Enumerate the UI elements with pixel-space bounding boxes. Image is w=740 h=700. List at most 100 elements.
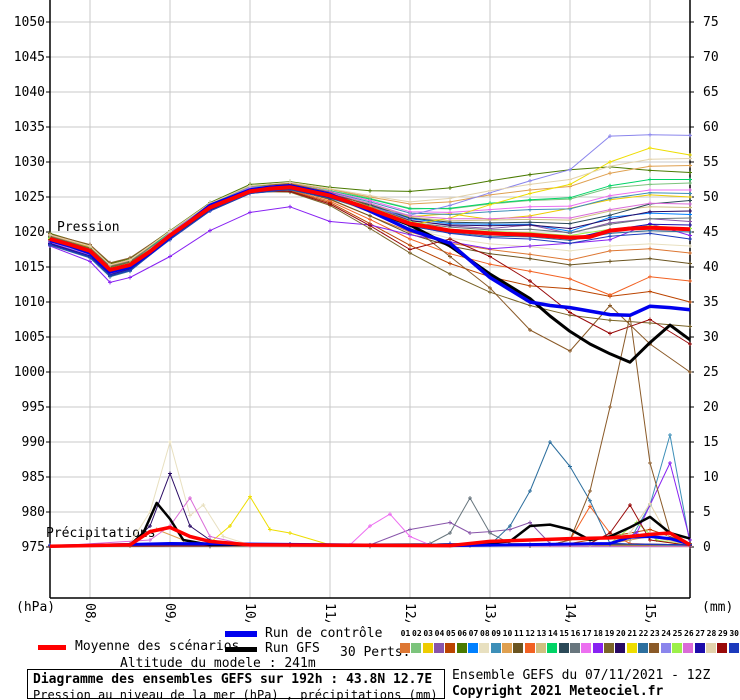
svg-text:11/11: 11/11 xyxy=(322,603,337,622)
chart-title-box: Diagramme des ensembles GEFS sur 192h : … xyxy=(27,669,445,700)
pert-swatch xyxy=(683,643,694,653)
pert-number: 12 xyxy=(525,629,535,638)
pert-number: 20 xyxy=(616,629,626,638)
pert-swatch xyxy=(626,643,637,653)
pert-swatch xyxy=(479,643,490,653)
pert-number: 21 xyxy=(627,629,637,638)
svg-text:1045: 1045 xyxy=(14,50,45,65)
pert-swatch xyxy=(660,643,671,653)
perturbations-count-label: 30 Perts. xyxy=(340,645,411,660)
pert-swatch xyxy=(524,643,535,653)
pert-swatch xyxy=(456,643,467,653)
svg-text:995: 995 xyxy=(22,400,45,415)
pert-swatch xyxy=(570,643,580,653)
model-altitude-label: Altitude du modele : 241m xyxy=(120,656,316,671)
pert-number: 29 xyxy=(718,629,728,638)
svg-text:35: 35 xyxy=(703,295,719,310)
pert-number: 01 xyxy=(400,629,411,638)
svg-text:1035: 1035 xyxy=(14,120,45,135)
svg-text:1030: 1030 xyxy=(14,155,45,170)
pert-number: 09 xyxy=(491,629,501,638)
pert-swatch xyxy=(411,643,422,653)
pert-swatch xyxy=(490,643,501,653)
svg-text:980: 980 xyxy=(22,505,45,520)
pert-swatch xyxy=(581,643,592,653)
mean-legend-swatch xyxy=(38,645,66,650)
chart-title: Diagramme des ensembles GEFS sur 192h : … xyxy=(33,672,433,687)
svg-text:09/11: 09/11 xyxy=(162,603,177,622)
pert-number: 18 xyxy=(593,629,603,638)
pert-number: 10 xyxy=(502,629,513,638)
pert-swatch xyxy=(445,643,456,653)
svg-text:45: 45 xyxy=(703,225,719,240)
pert-number: 04 xyxy=(434,629,445,638)
svg-text:985: 985 xyxy=(22,470,45,485)
svg-text:5: 5 xyxy=(703,505,711,520)
svg-text:12/11: 12/11 xyxy=(402,603,417,622)
svg-text:1010: 1010 xyxy=(14,295,45,310)
svg-text:50: 50 xyxy=(703,190,719,205)
svg-text:55: 55 xyxy=(703,155,719,170)
svg-text:(mm): (mm) xyxy=(702,600,733,615)
pert-number: 17 xyxy=(582,629,592,638)
pert-number: 02 xyxy=(412,629,422,638)
pert-swatch xyxy=(649,643,660,653)
pert-number: 07 xyxy=(468,629,479,638)
svg-text:08/11: 08/11 xyxy=(82,603,97,622)
pert-swatch xyxy=(592,643,603,653)
pert-swatch xyxy=(706,643,716,653)
svg-text:60: 60 xyxy=(703,120,719,135)
pert-number: 30 xyxy=(729,629,739,638)
pert-swatch xyxy=(717,643,728,653)
pert-swatch xyxy=(536,643,546,653)
pert-number: 24 xyxy=(661,629,671,638)
pert-number: 05 xyxy=(446,629,456,638)
svg-text:10: 10 xyxy=(703,470,719,485)
svg-text:Précipitations: Précipitations xyxy=(46,526,156,541)
pert-swatch xyxy=(434,643,444,653)
svg-text:13/11: 13/11 xyxy=(482,603,497,622)
pert-swatch xyxy=(728,643,739,653)
pert-swatch xyxy=(672,643,682,653)
gfs-legend-swatch xyxy=(225,647,257,652)
pert-number: 28 xyxy=(706,629,717,638)
gfs-legend-label: Run GFS xyxy=(265,641,320,656)
pert-swatch xyxy=(502,643,512,653)
pert-number: 14 xyxy=(548,629,558,638)
svg-text:1000: 1000 xyxy=(14,365,45,380)
run-info-label: Ensemble GEFS du 07/11/2021 - 12Z xyxy=(452,668,711,683)
pert-number: 06 xyxy=(457,629,467,638)
pert-swatch xyxy=(547,643,558,653)
svg-text:Pression: Pression xyxy=(57,220,120,235)
pert-number: 13 xyxy=(536,629,547,638)
pert-number: 03 xyxy=(423,629,433,638)
svg-text:975: 975 xyxy=(22,540,45,555)
pert-number: 26 xyxy=(684,629,694,638)
svg-text:(hPa): (hPa) xyxy=(16,600,55,615)
control-legend-swatch xyxy=(225,631,257,637)
pert-number: 08 xyxy=(480,629,490,638)
svg-text:25: 25 xyxy=(703,365,719,380)
pert-number: 27 xyxy=(695,629,705,638)
svg-text:15/11: 15/11 xyxy=(642,603,657,622)
pert-number: 15 xyxy=(559,629,569,638)
svg-text:14/11: 14/11 xyxy=(562,603,577,622)
pert-swatch xyxy=(422,643,433,653)
pert-swatch xyxy=(638,643,648,653)
perturbation-color-strip: 01 02 03 04 05 06 07 08 09 10 11 12 13 14 15 16 17 18 19 20… xyxy=(400,629,740,655)
svg-text:75: 75 xyxy=(703,15,719,30)
svg-text:10/11: 10/11 xyxy=(242,603,257,622)
svg-text:0: 0 xyxy=(703,540,711,555)
svg-text:20: 20 xyxy=(703,400,719,415)
pert-number: 25 xyxy=(672,629,683,638)
svg-text:30: 30 xyxy=(703,330,719,345)
pert-swatch xyxy=(615,643,626,653)
chart-subtitle: Pression au niveau de la mer (hPa) , pré… xyxy=(33,688,438,700)
svg-text:1015: 1015 xyxy=(14,260,45,275)
svg-text:15: 15 xyxy=(703,435,719,450)
control-legend-label: Run de contrôle xyxy=(265,626,383,641)
pert-swatch xyxy=(513,643,524,653)
svg-text:1005: 1005 xyxy=(14,330,45,345)
svg-text:990: 990 xyxy=(22,435,45,450)
